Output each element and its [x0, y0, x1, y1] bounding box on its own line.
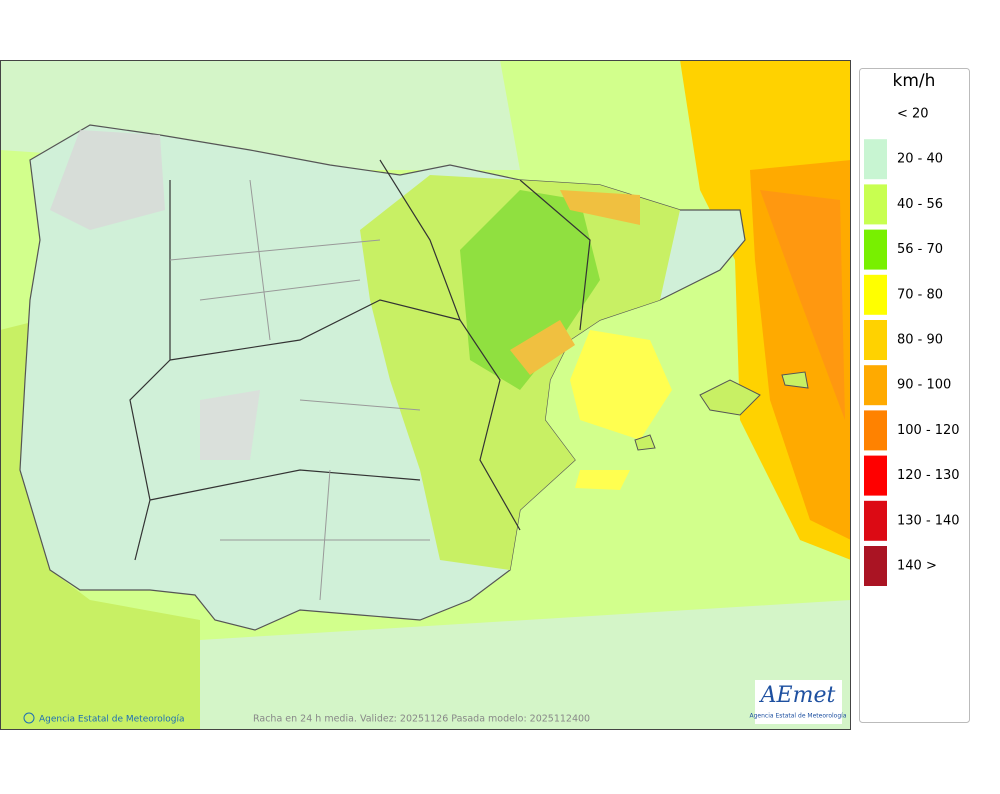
map [0, 60, 851, 730]
island [781, 371, 809, 389]
gust-zone [460, 190, 600, 390]
legend-label: 120 - 130 [897, 468, 960, 483]
border [169, 299, 461, 361]
logo-subtitle: Agencia Estatal de Meteorología [750, 713, 847, 720]
gust-zone [510, 320, 575, 375]
legend-label: 70 - 80 [897, 287, 943, 302]
credit: Agencia Estatal de Meteorología [39, 715, 185, 725]
legend-label: 40 - 56 [897, 197, 943, 212]
map-frame [0, 60, 851, 730]
legend-label: < 20 [897, 107, 929, 122]
legend-swatch [864, 320, 887, 360]
gust-zone [570, 330, 672, 440]
island [699, 379, 761, 416]
legend-swatch [864, 229, 887, 270]
gust-zone [575, 470, 630, 490]
legend-label: 100 - 120 [897, 423, 960, 438]
atlantic [0, 320, 200, 730]
terrain [200, 390, 260, 460]
logo-box [755, 680, 842, 724]
border [129, 180, 171, 561]
gust-zone [760, 190, 845, 420]
legend-swatch [864, 94, 887, 134]
africa [200, 600, 851, 730]
legend-swatch [864, 410, 887, 451]
caption: Racha en 24 h media. Validez: 20251126 P… [253, 714, 590, 725]
logo-name: AEmet [759, 683, 836, 708]
border [519, 179, 591, 331]
border [149, 469, 421, 501]
legend-label: 140 > [897, 559, 937, 574]
logo: AEmet Agencia Estatal de Meteorología [750, 680, 847, 724]
legend: km/h < 20 20 - 40 40 - 56 56 - 70 70 - 80 80 … [859, 68, 970, 723]
legend-label: 56 - 70 [897, 242, 943, 257]
gust-zone [560, 190, 640, 225]
legend-swatch [864, 365, 887, 406]
legend-label: 80 - 90 [897, 333, 943, 348]
legend-label: 90 - 100 [897, 378, 951, 393]
legend-label: 130 - 140 [897, 513, 960, 528]
legend-swatch [864, 500, 887, 541]
legend-title: km/h [893, 71, 936, 91]
province-line [169, 179, 430, 601]
legend-swatch [864, 139, 887, 180]
legend-swatch [864, 546, 887, 586]
legend-swatch [864, 274, 887, 315]
legend-label: 20 - 40 [897, 152, 943, 167]
provinces [169, 179, 430, 601]
border [379, 159, 521, 531]
borders [129, 159, 591, 561]
copyright-icon [23, 712, 35, 724]
legend-swatch [864, 184, 887, 225]
island [634, 434, 656, 451]
legend-swatch [864, 455, 887, 496]
terrain [50, 130, 165, 230]
